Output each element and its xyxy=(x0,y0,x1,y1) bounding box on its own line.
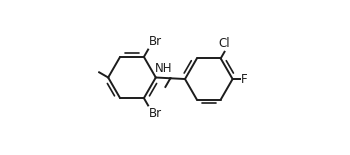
Text: F: F xyxy=(241,73,247,86)
Text: NH: NH xyxy=(155,62,173,75)
Text: Cl: Cl xyxy=(218,37,230,50)
Text: Br: Br xyxy=(149,107,162,120)
Text: Br: Br xyxy=(149,35,162,48)
